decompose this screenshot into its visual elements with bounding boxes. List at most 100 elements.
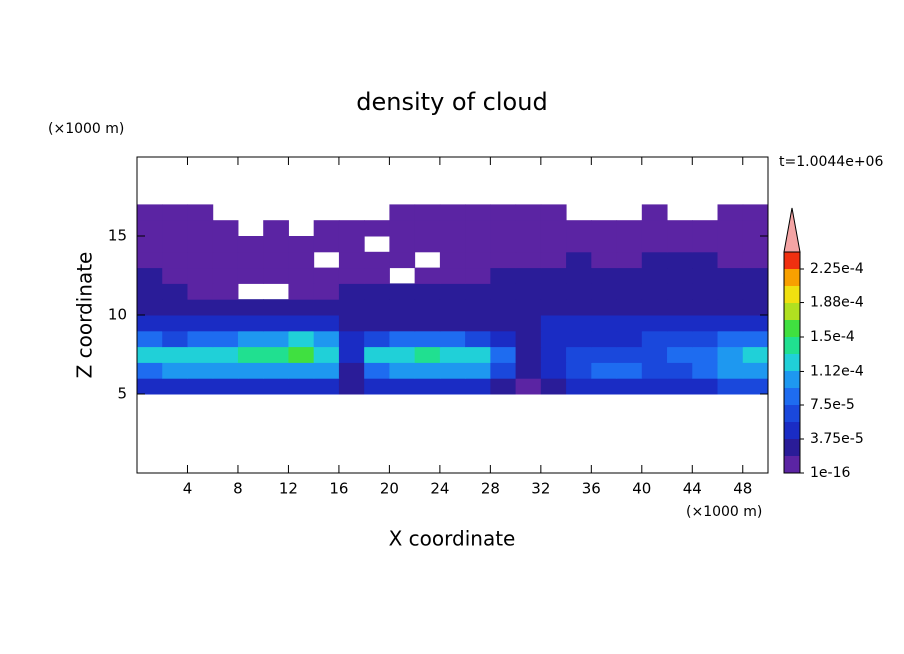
contour-cell bbox=[540, 315, 567, 332]
contour-cell bbox=[414, 283, 441, 300]
contour-cell bbox=[540, 251, 567, 269]
contour-cell bbox=[717, 315, 744, 332]
y-tick-label: 15 bbox=[108, 227, 127, 245]
contour-cell bbox=[641, 346, 668, 363]
contour-cell bbox=[717, 346, 744, 363]
chart-title: density of cloud bbox=[356, 88, 547, 116]
contour-cell bbox=[667, 267, 693, 284]
contour-cell bbox=[187, 251, 214, 269]
contour-cell bbox=[187, 236, 214, 253]
contour-cell bbox=[641, 315, 668, 332]
contour-cell bbox=[667, 236, 693, 253]
colorbar-label: 1e-16 bbox=[810, 465, 850, 481]
contour-cell bbox=[465, 220, 491, 237]
contour-cell bbox=[742, 267, 769, 284]
contour-cell bbox=[439, 220, 466, 237]
contour-cell bbox=[414, 315, 441, 332]
contour-cell bbox=[237, 251, 264, 269]
colorbar-band bbox=[784, 303, 800, 320]
colorbar-band bbox=[784, 439, 800, 456]
contour-cell bbox=[439, 283, 466, 300]
contour-cell bbox=[313, 346, 340, 363]
contour-cell bbox=[389, 204, 416, 221]
contour-cell bbox=[389, 220, 416, 237]
contour-cell bbox=[364, 378, 390, 395]
contour-cell bbox=[414, 267, 441, 284]
contour-cell bbox=[162, 362, 188, 379]
contour-cell bbox=[566, 346, 592, 363]
colorbar-label: 1.12e-4 bbox=[810, 363, 864, 379]
contour-cell bbox=[742, 330, 769, 348]
contour-cell bbox=[616, 346, 643, 363]
contour-cell bbox=[591, 362, 618, 379]
contour-cell bbox=[162, 204, 188, 221]
contour-cell bbox=[187, 315, 214, 332]
contour-cell bbox=[439, 362, 466, 379]
contour-cell bbox=[162, 346, 188, 363]
x-tick-label: 28 bbox=[481, 480, 500, 498]
contour-cell bbox=[313, 378, 340, 395]
contour-cell bbox=[591, 299, 618, 316]
contour-cell bbox=[263, 220, 289, 237]
contour-cell bbox=[667, 330, 693, 348]
contour-cell bbox=[591, 283, 618, 300]
colorbar-band bbox=[784, 422, 800, 439]
contour-cell bbox=[692, 251, 719, 269]
colorbar-band bbox=[784, 371, 800, 388]
y-axis-label: Z coordinate bbox=[73, 252, 97, 379]
contour-cell bbox=[263, 330, 289, 348]
contour-cell bbox=[389, 362, 416, 379]
x-tick-label: 20 bbox=[380, 480, 399, 498]
contour-cell bbox=[137, 346, 163, 363]
contour-cell bbox=[237, 267, 264, 284]
contour-cell bbox=[237, 346, 264, 363]
contour-cell bbox=[566, 330, 592, 348]
contour-cell bbox=[389, 299, 416, 316]
contour-cell bbox=[137, 267, 163, 284]
contour-cell bbox=[263, 315, 289, 332]
contour-cell bbox=[187, 283, 214, 300]
contour-cell bbox=[338, 283, 365, 300]
contour-cell bbox=[414, 204, 441, 221]
x-tick-label: 40 bbox=[632, 480, 651, 498]
colorbar-label: 2.25e-4 bbox=[810, 261, 864, 277]
contour-cell bbox=[414, 220, 441, 237]
contour-cell bbox=[591, 251, 618, 269]
contour-cell bbox=[515, 362, 542, 379]
contour-cell bbox=[465, 236, 491, 253]
x-tick-label: 36 bbox=[582, 480, 601, 498]
contour-cell bbox=[465, 346, 491, 363]
colorbar-label: 3.75e-5 bbox=[810, 431, 864, 447]
contour-cell bbox=[742, 299, 769, 316]
contour-cell bbox=[414, 378, 441, 395]
contour-cell bbox=[540, 236, 567, 253]
contour-cell bbox=[414, 236, 441, 253]
contour-cell bbox=[692, 378, 719, 395]
contour-cell bbox=[212, 362, 239, 379]
x-unit: (×1000 m) bbox=[686, 504, 762, 520]
contour-cell bbox=[515, 315, 542, 332]
contour-cell bbox=[288, 251, 315, 269]
contour-cell bbox=[364, 315, 390, 332]
contour-cell bbox=[667, 251, 693, 269]
contour-cell bbox=[338, 267, 365, 284]
contour-cell bbox=[338, 299, 365, 316]
contour-cell bbox=[490, 299, 517, 316]
contour-cell bbox=[515, 378, 542, 395]
contour-cell bbox=[338, 315, 365, 332]
contour-cell bbox=[137, 251, 163, 269]
contour-cell bbox=[187, 330, 214, 348]
contour-cell bbox=[641, 236, 668, 253]
annotation: t=1.0044e+06 bbox=[779, 154, 883, 170]
contour-cell bbox=[566, 236, 592, 253]
contour-cell bbox=[692, 330, 719, 348]
contour-cell bbox=[641, 251, 668, 269]
contour-cell bbox=[490, 378, 517, 395]
contour-cell bbox=[389, 330, 416, 348]
contour-cell bbox=[717, 299, 744, 316]
x-tick-label: 48 bbox=[733, 480, 752, 498]
contour-cell bbox=[439, 378, 466, 395]
contour-cell bbox=[717, 378, 744, 395]
contour-cell bbox=[338, 251, 365, 269]
contour-cell bbox=[439, 204, 466, 221]
